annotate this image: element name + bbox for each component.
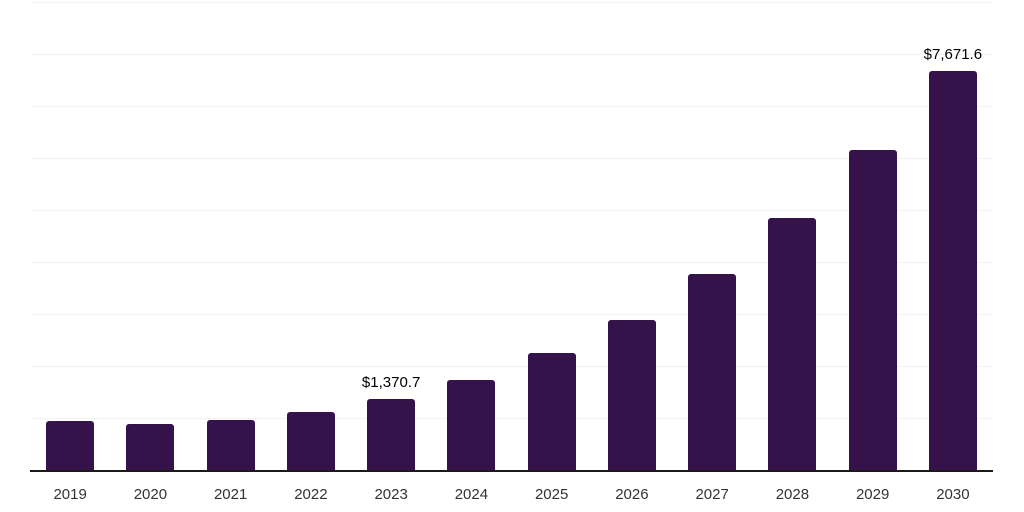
x-tick-label: 2021: [213, 486, 248, 503]
bar-2025: [527, 353, 576, 470]
x-tick-label: 2022: [294, 486, 328, 503]
gridline: [30, 54, 993, 55]
bar-2024: [447, 380, 496, 470]
bar-2020: [126, 423, 175, 470]
bar-2029: [848, 150, 897, 470]
bar-2027: [688, 273, 737, 470]
gridline: [30, 262, 993, 263]
gridline: [30, 210, 993, 211]
x-tick-label: 2020: [133, 486, 168, 503]
bar-2028: [768, 218, 817, 470]
x-tick-label: 2027: [695, 486, 729, 503]
gridline: [30, 106, 993, 107]
x-tick-label: 2019: [53, 486, 87, 503]
bar-2022: [286, 412, 335, 470]
x-tick-label: 2028: [775, 486, 810, 503]
x-tick-label: 2029: [855, 486, 890, 503]
bar-value-label: $1,370.7: [361, 373, 421, 391]
bar-2019: [46, 420, 95, 470]
gridline: [30, 366, 993, 367]
x-tick-label: 2026: [615, 486, 649, 503]
gridline: [30, 158, 993, 159]
gridline: [30, 2, 993, 3]
x-tick-label: 2024: [454, 486, 489, 503]
gridline: [30, 314, 993, 315]
bar-value-label: $7,671.6: [923, 46, 983, 64]
x-tick-label: 2025: [534, 486, 569, 503]
x-axis-labels: 2019 2020 2021 2022 2023 2024 2025 2026 2027 2028…: [30, 486, 993, 506]
x-tick-label: 2030: [936, 486, 970, 503]
x-tick-label: 2023: [374, 486, 408, 503]
x-axis-line: [30, 470, 993, 472]
bar-2030: [928, 71, 977, 470]
bar-2026: [607, 319, 656, 470]
plot-area: $1,370.7 $7,671.6: [30, 2, 993, 470]
bar-2023: [367, 398, 416, 470]
bar-2021: [206, 420, 255, 470]
gridline: [30, 418, 993, 419]
